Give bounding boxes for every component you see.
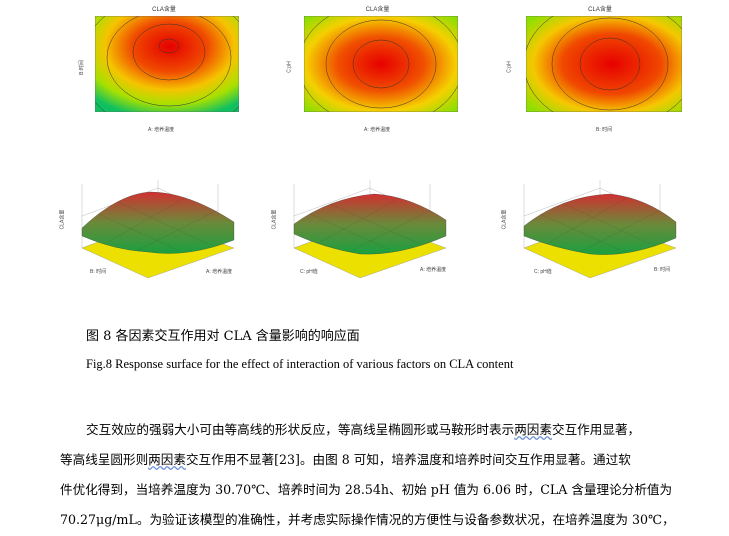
- contour-plot-3: CLA含量 B: 时间 C:pH: [506, 4, 685, 134]
- contour-plot-2: CLA含量 A: 培养温度 C:pH: [286, 4, 460, 134]
- contour-x-label: B: 时间: [596, 127, 613, 133]
- surface-y-label: A: 培养温度: [420, 267, 447, 273]
- surface-plot-area: [523, 180, 677, 279]
- contour-y-label: B:时间: [78, 60, 85, 75]
- surface-plot-area: [81, 180, 235, 279]
- contour-plot-area: [304, 16, 458, 112]
- contour-plot-1: CLA含量 A: 培养温度 B:时间: [79, 4, 244, 134]
- paragraph-line: 交互效应的强弱大小可由等高线的形状反应，等高线呈椭圆形或马鞍形时表示两因素交互作…: [86, 422, 641, 437]
- surface-plot-2: CLA含量 C: pH值 A: 培养温度: [270, 180, 455, 280]
- surface-x-label: C: pH值: [300, 269, 318, 275]
- surface-plot-area: [293, 180, 447, 279]
- surface-x-label: B: 时间: [90, 269, 107, 275]
- contour-plot-area: [95, 16, 239, 112]
- contour-title: CLA含量: [588, 7, 612, 13]
- surface-plot-3: CLA含量 C: pH值 B: 时间: [500, 180, 685, 280]
- paragraph-line: 70.27μg/mL。为验证该模型的准确性，并考虑实际操作情况的方便性与设备参数…: [60, 512, 675, 527]
- contour-y-label: C:pH: [506, 61, 513, 73]
- contour-title: CLA含量: [152, 7, 176, 13]
- surface-z-label: CLA含量: [271, 209, 278, 230]
- figure-caption-cn: 图 8 各因素交互作用对 CLA 含量影响的响应面: [86, 329, 360, 344]
- contour-plot-area: [526, 16, 682, 112]
- paragraph-line: 等高线呈圆形则两因素交互作用不显著[23]。由图 8 可知，培养温度和培养时间交…: [60, 452, 631, 467]
- body-paragraph: 交互效应的强弱大小可由等高线的形状反应，等高线呈椭圆形或马鞍形时表示两因素交互作…: [60, 415, 692, 535]
- surface-y-label: A: 培养温度: [206, 269, 233, 275]
- surface-z-label: CLA含量: [59, 209, 66, 230]
- figure-caption-en: Fig.8 Response surface for the effect of…: [86, 357, 514, 371]
- contour-x-label: A: 培养温度: [148, 127, 175, 133]
- surface-z-label: CLA含量: [501, 209, 508, 230]
- contour-title: CLA含量: [365, 7, 390, 13]
- contour-x-label: A: 培养温度: [364, 127, 391, 133]
- surface-plot-1: CLA含量 B: 时间 A: 培养温度: [58, 180, 243, 280]
- contour-y-label: C:pH: [286, 61, 293, 73]
- surface-x-label: C: pH值: [534, 269, 552, 275]
- paragraph-line: 件优化得到，当培养温度为 30.70℃、培养时间为 28.54h、初始 pH 值…: [60, 482, 673, 497]
- surface-y-label: B: 时间: [654, 267, 671, 273]
